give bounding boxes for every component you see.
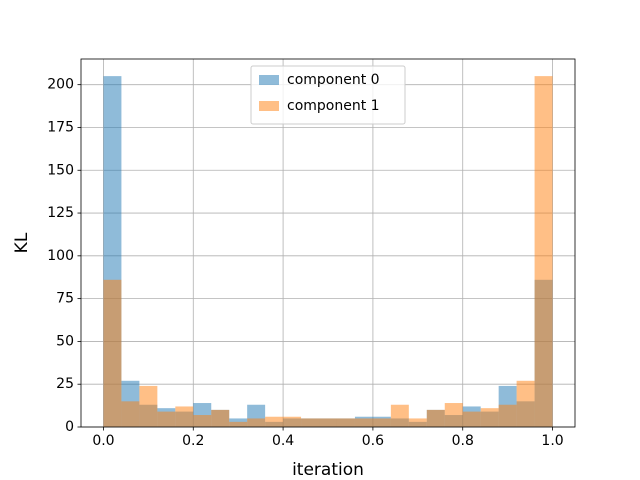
y-tick-label: 150 (47, 162, 74, 178)
histogram-bar (301, 418, 320, 427)
y-tick-label: 175 (47, 119, 74, 135)
x-tick-label: 0.0 (92, 433, 114, 449)
histogram-bar (229, 421, 248, 427)
histogram-bar (211, 409, 230, 427)
histogram-bar (175, 406, 194, 427)
histogram-bar (444, 403, 463, 427)
histogram-bar (426, 409, 445, 427)
histogram-bar (139, 385, 158, 427)
plot-frame (80, 58, 576, 428)
x-tick-label: 0.6 (362, 433, 384, 449)
histogram-bar (193, 415, 212, 427)
histogram-bar (265, 416, 284, 427)
legend: component 0 component 1 (250, 65, 406, 125)
histogram-bar (480, 408, 499, 427)
histogram-bar (408, 418, 427, 427)
legend-label: component 1 (287, 98, 380, 114)
legend-box (250, 65, 406, 125)
y-axis-label: KL (12, 232, 32, 253)
histogram-bar (336, 418, 355, 427)
histogram-bar (462, 411, 481, 427)
histogram-bar (516, 380, 535, 427)
y-tick-label: 25 (56, 376, 74, 392)
histogram-bar (319, 418, 337, 427)
histogram-bar (103, 279, 122, 427)
histogram-bar (498, 404, 517, 427)
y-tick-label: 125 (47, 205, 74, 221)
histogram-bar (247, 418, 266, 427)
x-tick-label: 1.0 (541, 433, 563, 449)
x-axis-label: iteration (292, 460, 364, 480)
y-tick-label: 50 (56, 333, 74, 349)
y-tick-label: 100 (47, 248, 74, 264)
histogram-bar (354, 418, 373, 427)
legend-label: component 0 (287, 72, 380, 88)
histogram-bar (157, 411, 176, 427)
x-tick-label: 0.2 (182, 433, 204, 449)
legend-swatch (259, 101, 279, 111)
y-tick-label: 75 (56, 291, 74, 307)
histogram-bar (283, 416, 302, 427)
histogram-bar (372, 418, 391, 427)
x-tick-label: 0.4 (272, 433, 294, 449)
legend-swatch (259, 75, 279, 85)
histogram-bar (534, 76, 553, 428)
histogram-bar (121, 401, 140, 427)
x-tick-label: 0.8 (452, 433, 474, 449)
y-tick-label: 0 (65, 419, 74, 435)
histogram-bar (390, 404, 409, 427)
y-tick-label: 200 (47, 77, 74, 93)
